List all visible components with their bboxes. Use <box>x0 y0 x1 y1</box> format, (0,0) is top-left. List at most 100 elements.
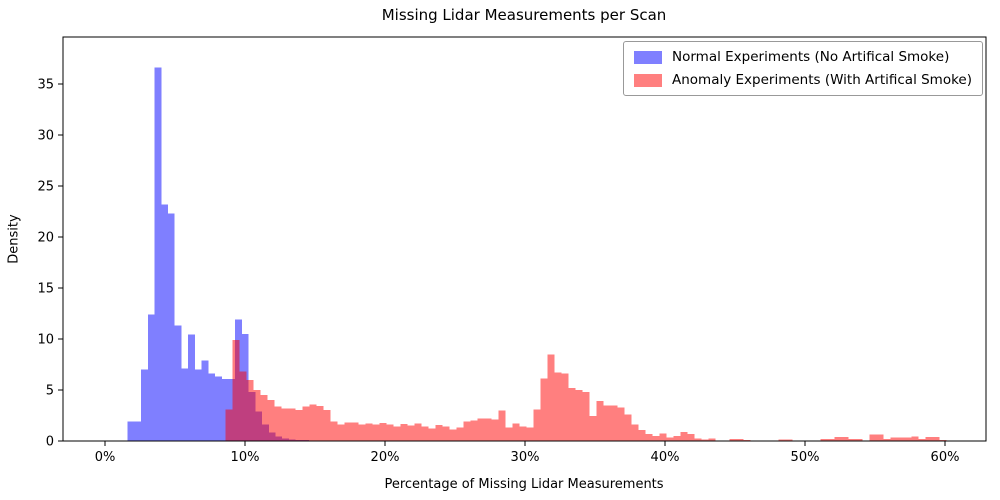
hist-bar-anomaly <box>897 437 905 441</box>
hist-bar-anomaly <box>820 438 828 441</box>
hist-bar-anomaly <box>484 418 492 441</box>
hist-bar-anomaly <box>400 424 408 441</box>
hist-bar-anomaly <box>785 439 793 441</box>
hist-bar-anomaly <box>407 425 415 441</box>
hist-bar-anomaly <box>687 433 695 441</box>
hist-bar-anomaly <box>680 431 688 441</box>
hist-bar-anomaly <box>393 426 401 441</box>
hist-bar-anomaly <box>337 424 345 441</box>
hist-bar-anomaly <box>925 436 933 441</box>
hist-bar-anomaly <box>932 436 940 441</box>
hist-bar-anomaly <box>379 423 387 441</box>
hist-bar-anomaly <box>834 436 842 441</box>
hist-bar-anomaly <box>351 422 359 441</box>
y-tick-label: 10 <box>37 332 54 347</box>
hist-bar-anomaly <box>526 427 534 441</box>
hist-bar-anomaly <box>365 423 373 441</box>
hist-bar-normal <box>215 376 222 441</box>
legend-swatch-anomaly <box>634 73 662 87</box>
hist-bar-anomaly <box>743 439 751 441</box>
y-axis-label: Density <box>6 214 22 264</box>
hist-bar-anomaly <box>435 424 443 441</box>
hist-bar-anomaly <box>260 395 268 441</box>
hist-bar-anomaly <box>883 438 891 441</box>
hist-bar-anomaly <box>561 373 569 441</box>
hist-bar-normal <box>188 334 195 441</box>
y-tick-label: 5 <box>46 383 54 398</box>
hist-bar-anomaly <box>316 405 324 441</box>
hist-bar-anomaly <box>876 434 884 441</box>
hist-bar-anomaly <box>225 409 233 441</box>
histogram-plot: 0% 10% 20% 30% 40% 50% 60% 0 5 10 15 20 25 30 35 <box>37 36 987 465</box>
hist-bar-normal <box>147 314 155 441</box>
hist-bar-anomaly <box>652 435 660 441</box>
hist-bar-anomaly <box>491 419 499 441</box>
hist-bar-anomaly <box>442 426 450 441</box>
hist-bar-anomaly <box>463 421 471 441</box>
hist-bar-normal <box>141 369 148 441</box>
hist-bar-anomaly <box>533 409 541 441</box>
hist-bar-anomaly <box>547 354 555 441</box>
hist-bar-anomaly <box>554 372 562 441</box>
x-tick-label: 60% <box>931 450 960 465</box>
chart-title: Missing Lidar Measurements per Scan <box>381 6 667 24</box>
hist-bar-anomaly <box>694 438 702 441</box>
hist-bar-anomaly <box>309 404 317 441</box>
hist-bar-anomaly <box>904 437 912 441</box>
hist-bar-anomaly <box>330 421 338 441</box>
hist-bar-anomaly <box>281 408 289 441</box>
hist-bar-normal <box>208 373 216 441</box>
hist-bar-anomaly <box>855 438 863 441</box>
legend-label-anomaly: Anomaly Experiments (With Artifical Smok… <box>672 72 972 88</box>
hist-bar-anomaly <box>890 437 898 441</box>
hist-bar-anomaly <box>911 436 919 441</box>
hist-bar-normal <box>134 421 142 441</box>
hist-bar-anomaly <box>540 378 548 441</box>
hist-bar-anomaly <box>666 437 674 441</box>
y-tick-label: 25 <box>37 179 54 194</box>
hist-bar-anomaly <box>729 438 737 441</box>
x-tick-label: 40% <box>651 450 680 465</box>
hist-bar-anomaly <box>246 379 254 441</box>
legend: Normal Experiments (No Artifical Smoke) … <box>623 41 983 96</box>
hist-bar-anomaly <box>596 401 604 441</box>
hist-bar-anomaly <box>575 389 583 441</box>
hist-bar-anomaly <box>617 407 625 441</box>
hist-bar-anomaly <box>512 423 520 441</box>
hist-bar-anomaly <box>778 439 786 441</box>
y-tick-label: 30 <box>37 128 54 143</box>
hist-bar-normal <box>181 368 189 441</box>
hist-bar-anomaly <box>568 387 576 441</box>
hist-bar-anomaly <box>477 418 485 441</box>
hist-bar-anomaly <box>295 409 303 441</box>
hist-bar-anomaly <box>939 439 947 441</box>
hist-bar-anomaly <box>645 433 653 441</box>
hist-bar-anomaly <box>323 409 331 441</box>
x-axis-label: Percentage of Missing Lidar Measurements <box>384 477 664 492</box>
hist-bar-anomaly <box>498 410 506 441</box>
hist-bar-anomaly <box>673 435 681 441</box>
hist-bar-anomaly <box>344 422 352 441</box>
hist-bar-anomaly <box>841 436 849 441</box>
hist-bar-anomaly <box>358 424 366 441</box>
hist-bar-anomaly <box>449 429 457 441</box>
hist-bar-anomaly <box>232 340 240 441</box>
hist-bar-anomaly <box>505 427 513 441</box>
hist-bar-anomaly <box>470 420 478 441</box>
hist-bar-anomaly <box>918 438 926 441</box>
hist-bar-normal <box>168 213 175 441</box>
hist-bar-normal <box>174 325 182 441</box>
hist-bar-anomaly <box>603 405 611 441</box>
hist-bar-anomaly <box>638 429 646 441</box>
hist-bar-anomaly <box>302 406 310 441</box>
legend-item-anomaly: Anomaly Experiments (With Artifical Smok… <box>634 72 972 88</box>
hist-bar-anomaly <box>582 392 590 441</box>
hist-bar-anomaly <box>736 438 744 441</box>
hist-bar-anomaly <box>267 400 275 441</box>
x-tick-label: 20% <box>371 450 400 465</box>
hist-bar-anomaly <box>827 438 835 441</box>
hist-bar-anomaly <box>610 405 618 441</box>
hist-bar-anomaly <box>701 439 709 441</box>
hist-bar-anomaly <box>456 427 464 441</box>
